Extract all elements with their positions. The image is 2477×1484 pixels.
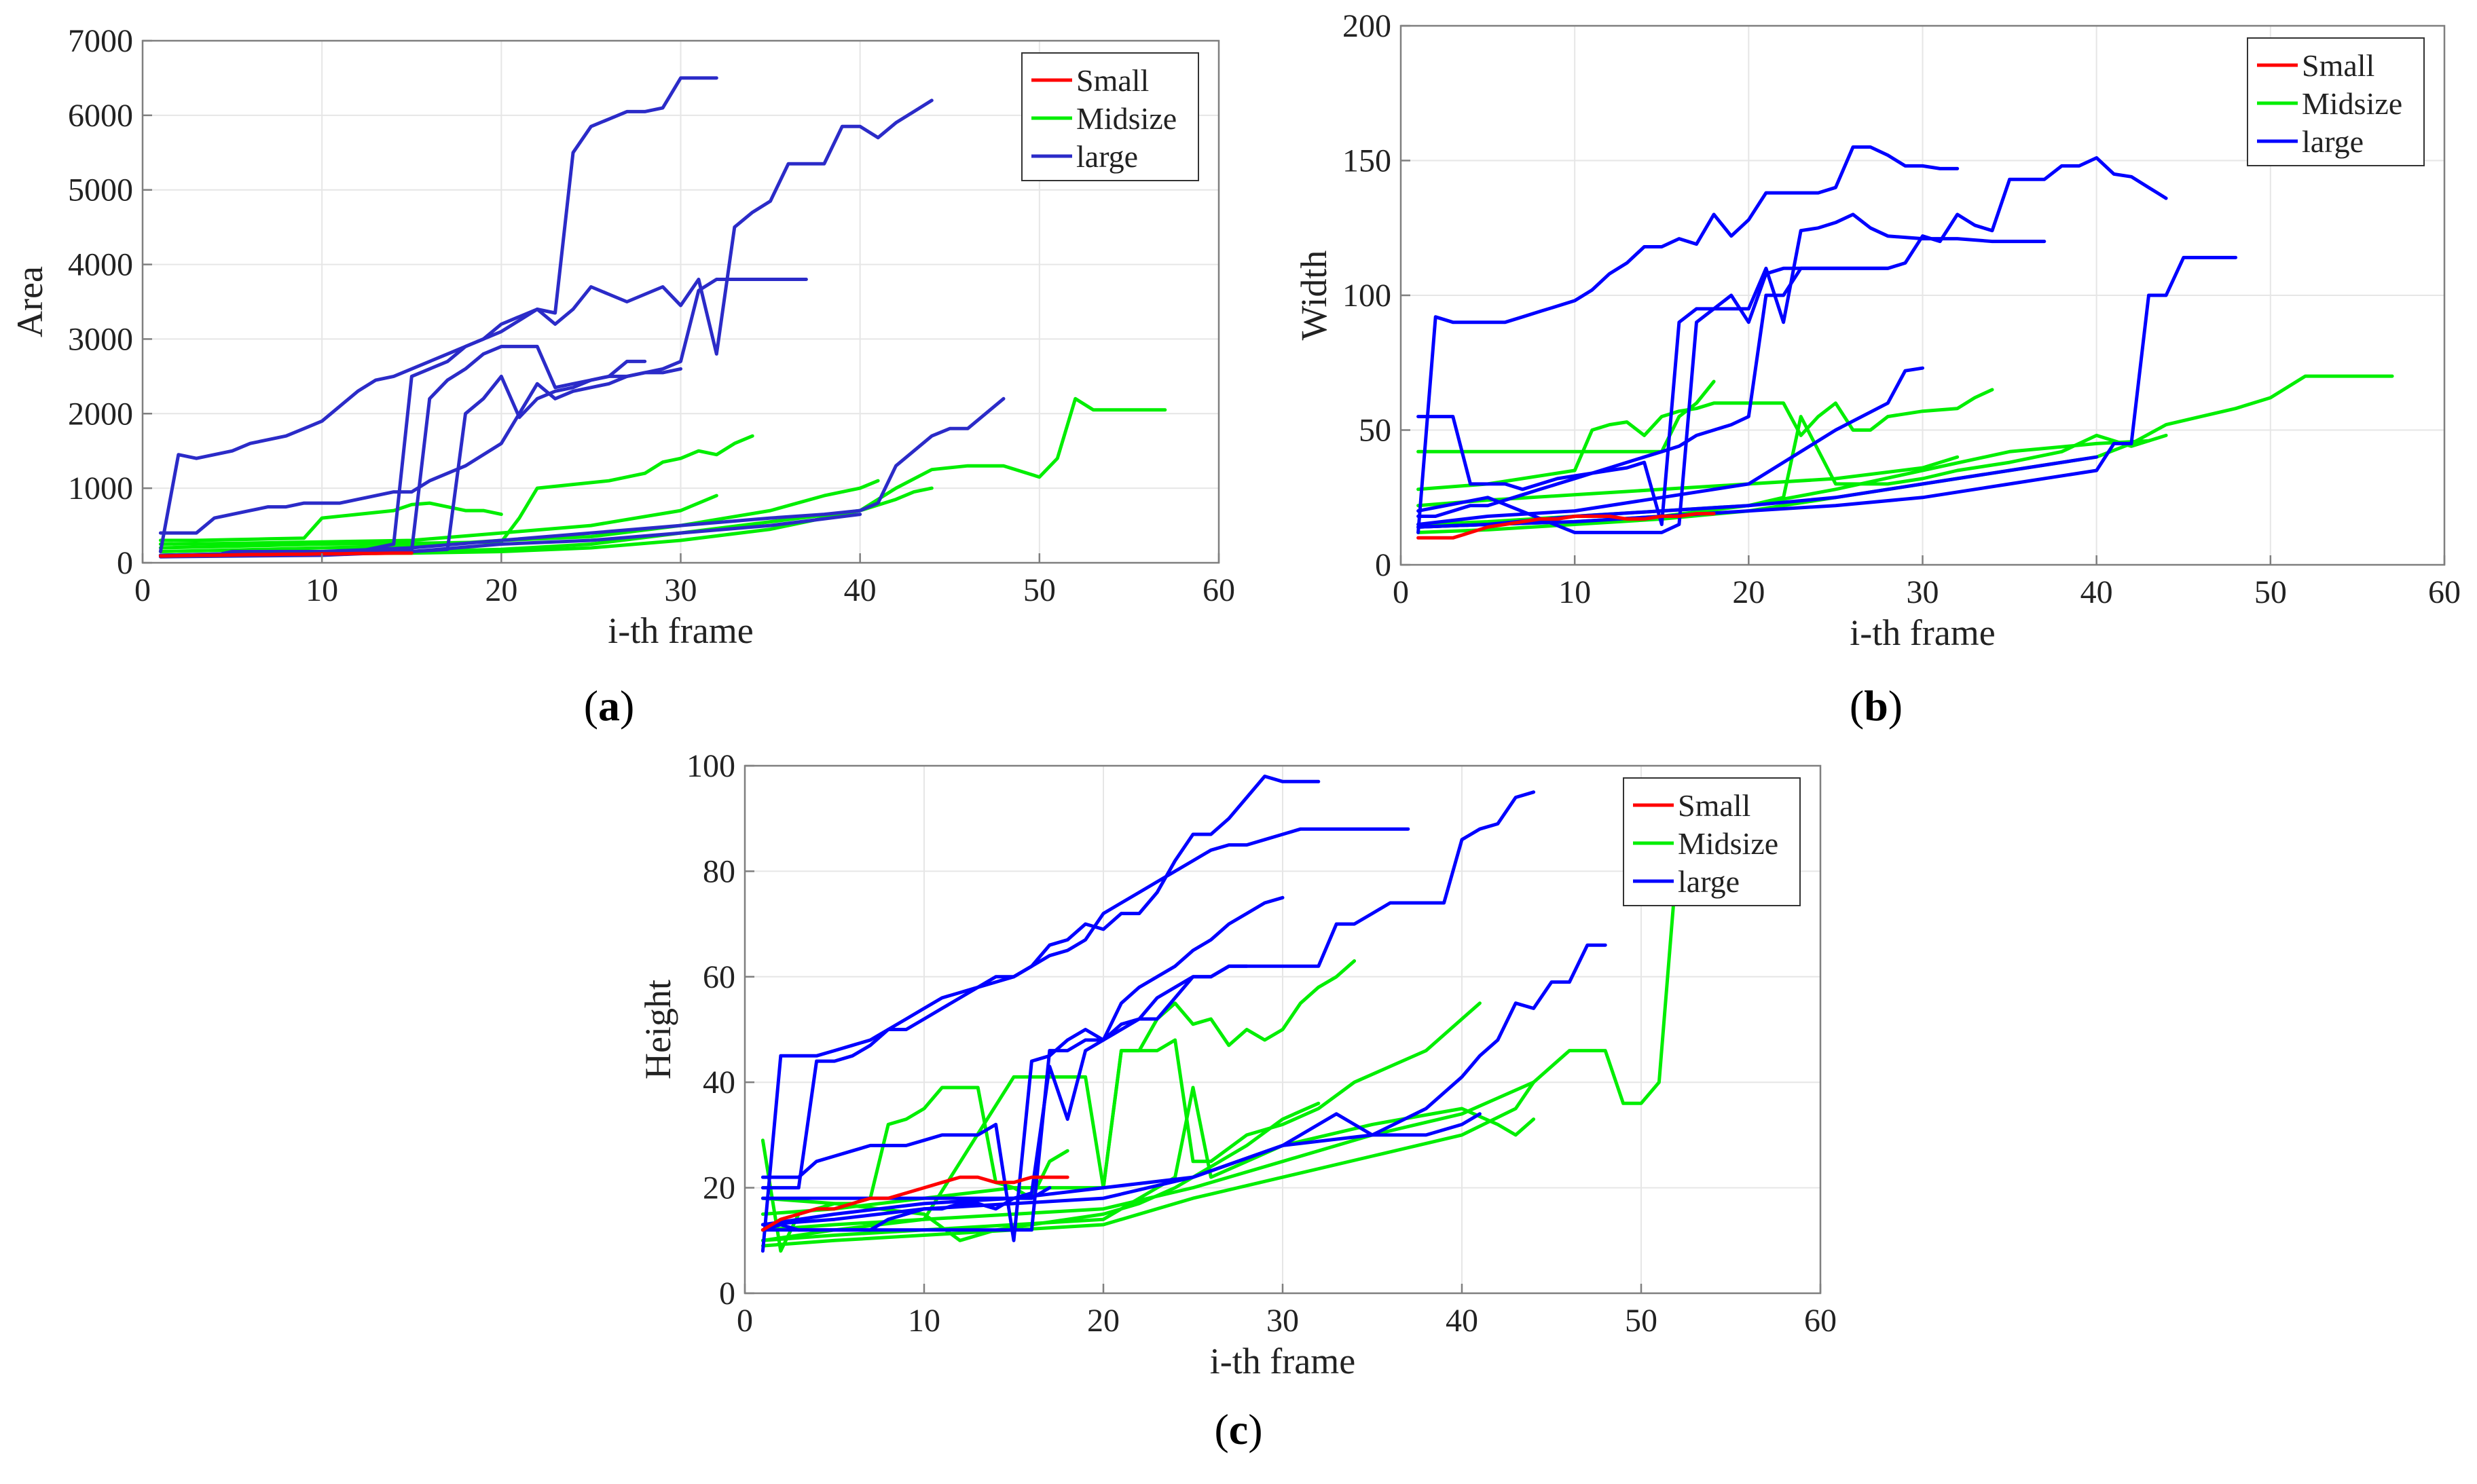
series-line-midsize-5	[158, 494, 718, 546]
legend-label-midsize: Midsize	[1076, 101, 1177, 136]
series-line-midsize-3	[760, 1001, 1482, 1216]
x-tick-label: 30	[1266, 1303, 1299, 1339]
x-tick-label: 30	[1907, 574, 1939, 610]
y-tick-label: 7000	[68, 23, 133, 59]
x-tick-label: 20	[485, 572, 517, 608]
y-tick-label: 3000	[68, 321, 133, 357]
series-line-small-0	[158, 551, 414, 558]
caption-a: (a)	[583, 682, 635, 730]
x-tick-label: 50	[1625, 1303, 1657, 1339]
legend-label-midsize: Midsize	[1678, 826, 1778, 861]
series-line-large-9	[760, 827, 1410, 1190]
x-tick-label: 40	[1446, 1303, 1478, 1339]
x-tick-label: 20	[1087, 1303, 1120, 1339]
series-line-large-13	[760, 943, 1607, 1227]
legend-label-small: Small	[1076, 63, 1149, 98]
x-tick-label: 40	[844, 572, 877, 608]
x-tick-label: 0	[134, 572, 151, 608]
x-tick-label: 30	[665, 572, 697, 608]
series-line-midsize-5	[760, 859, 1679, 1232]
series-line-large-12	[760, 790, 1536, 1200]
x-tick-label: 60	[1804, 1303, 1837, 1339]
y-tick-label: 60	[703, 959, 735, 995]
x-tick-label: 60	[2428, 574, 2461, 610]
series-line-midsize-4	[760, 1086, 1536, 1242]
series-line-large-9	[1416, 266, 1890, 526]
y-tick-label: 40	[703, 1064, 735, 1100]
legend-label-small: Small	[1678, 788, 1750, 823]
series-line-large-10	[1416, 212, 2047, 534]
series-line-large-11	[760, 895, 1285, 1242]
y-tick-label: 0	[117, 545, 133, 581]
chart-panel-b: 0 10 20 30 40 50 60 0 50 100 150 200 i-th frame Width…	[1293, 8, 2461, 653]
y-tick-label: 50	[1359, 413, 1391, 449]
series-line-small-0	[760, 1175, 1069, 1232]
series-line-large-12	[158, 396, 1006, 557]
x-tick-label: 50	[1023, 572, 1056, 608]
x-tick-label: 50	[2254, 574, 2287, 610]
series-line-large-14	[760, 1112, 1482, 1227]
y-tick-label: 100	[1342, 278, 1391, 314]
y-tick-label: 80	[703, 853, 735, 889]
y-tick-label: 6000	[68, 98, 133, 134]
series-line-midsize-6	[760, 1080, 1536, 1248]
caption-b: (b)	[1849, 682, 1903, 730]
x-tick-label: 40	[2080, 574, 2113, 610]
series-line-midsize-6	[1416, 455, 1960, 508]
series-line-large-15	[760, 1186, 1052, 1232]
legend-label-midsize: Midsize	[2302, 86, 2402, 121]
y-tick-label: 5000	[68, 172, 133, 208]
series-line-large-12	[1416, 366, 1924, 526]
y-tick-label: 150	[1342, 143, 1391, 179]
series-line-large-9	[158, 278, 808, 535]
y-axis-label: Area	[10, 266, 50, 337]
x-tick-label: 10	[1558, 574, 1591, 610]
y-tick-label: 20	[703, 1170, 735, 1206]
x-tick-label: 10	[908, 1303, 940, 1339]
y-axis-label: Height	[638, 980, 678, 1079]
series-line-midsize-7	[760, 1101, 1321, 1242]
legend-label-large: large	[2302, 124, 2364, 159]
x-tick-label: 60	[1203, 572, 1235, 608]
y-tick-label: 100	[686, 748, 735, 784]
x-tick-label: 0	[737, 1303, 753, 1339]
series-group	[1416, 145, 2394, 540]
series-group	[158, 76, 1167, 559]
chart-panel-c: 0 10 20 30 40 50 60 0 20 40 60 80 100 i-th frame Heigh…	[638, 748, 1837, 1381]
series-line-small-0	[1416, 512, 1716, 540]
series-line-midsize-2	[1416, 388, 1994, 491]
caption-c: (c)	[1214, 1405, 1263, 1453]
series-line-large-7	[1416, 145, 1960, 534]
x-tick-label: 10	[306, 572, 338, 608]
x-axis-label: i-th frame	[608, 610, 753, 651]
x-axis-label: i-th frame	[1850, 612, 1995, 653]
y-tick-label: 4000	[68, 247, 133, 283]
legend-label-small: Small	[2302, 48, 2374, 83]
legend-label-large: large	[1076, 139, 1138, 174]
series-line-large-7	[158, 76, 718, 553]
series-line-midsize-3	[158, 479, 880, 553]
y-tick-label: 0	[1375, 547, 1391, 583]
legend-label-large: large	[1678, 864, 1740, 899]
y-tick-label: 2000	[68, 396, 133, 432]
series-line-midsize-1	[1416, 379, 1716, 453]
x-tick-label: 20	[1732, 574, 1765, 610]
y-tick-label: 0	[719, 1276, 735, 1312]
x-axis-label: i-th frame	[1210, 1341, 1355, 1381]
y-tick-label: 1000	[68, 470, 133, 506]
series-line-midsize-1	[158, 501, 503, 542]
y-axis-label: Width	[1293, 251, 1334, 341]
x-tick-label: 0	[1393, 574, 1409, 610]
y-tick-label: 200	[1342, 8, 1391, 44]
series-line-large-8	[760, 775, 1321, 1253]
series-line-midsize-2	[158, 434, 754, 550]
series-group	[760, 775, 1679, 1253]
chart-panel-a: 0 10 20 30 40 50 60 0 1000 2000 3000 4000 5000 6000 70…	[10, 23, 1235, 651]
